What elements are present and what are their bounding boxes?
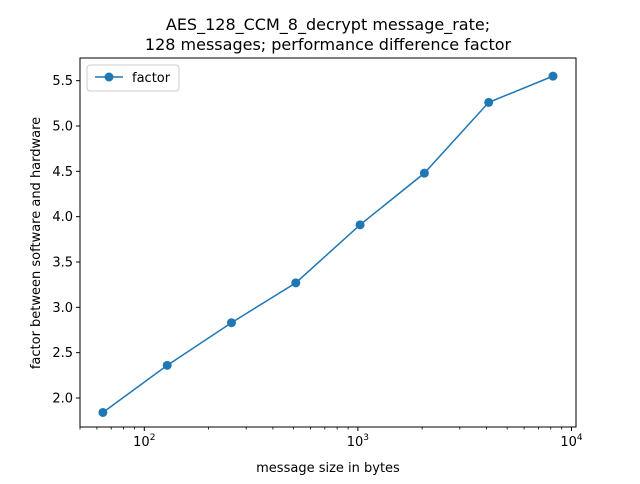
chart-title-line-2: 128 messages; performance difference fac… (145, 35, 512, 54)
y-tick-label: 5.5 (52, 74, 73, 89)
data-point (98, 407, 108, 417)
y-tick-label: 3.0 (52, 301, 73, 316)
y-axis-ticks: 2.0 2.5 3.0 3.5 4.0 4.5 5.0 5.5 (52, 74, 80, 406)
data-point (226, 318, 236, 328)
data-point (419, 168, 429, 178)
x-axis-label: message size in bytes (256, 461, 400, 476)
x-axis-ticks: 102 103 104 (79, 427, 583, 450)
y-tick-label: 2.0 (52, 391, 73, 406)
legend-label-factor: factor (132, 71, 171, 86)
x-tick-label: 103 (347, 433, 369, 450)
series-layer (98, 71, 558, 417)
y-tick-label: 4.0 (52, 210, 73, 225)
y-tick-label: 4.5 (52, 165, 73, 180)
y-tick-label: 3.5 (52, 255, 73, 270)
y-tick-label: 2.5 (52, 346, 73, 361)
data-point (291, 278, 301, 288)
data-point (162, 360, 172, 370)
data-point (548, 71, 558, 81)
y-axis-label: factor between software and hardware (29, 117, 44, 369)
data-point (355, 220, 365, 230)
legend: factor (86, 64, 180, 92)
y-tick-label: 5.0 (52, 119, 73, 134)
series-line-factor (102, 75, 554, 414)
legend-marker-swatch (104, 72, 114, 82)
x-tick-label: 102 (133, 433, 155, 450)
legend-box (86, 64, 180, 92)
chart-title-line-1: AES_128_CCM_8_decrypt message_rate; (166, 15, 490, 35)
plot-area-frame (79, 57, 577, 428)
x-tick-label: 104 (560, 433, 583, 450)
data-point (484, 97, 494, 107)
